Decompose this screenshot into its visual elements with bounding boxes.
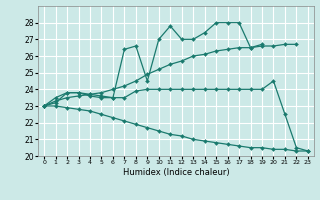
X-axis label: Humidex (Indice chaleur): Humidex (Indice chaleur) — [123, 168, 229, 177]
